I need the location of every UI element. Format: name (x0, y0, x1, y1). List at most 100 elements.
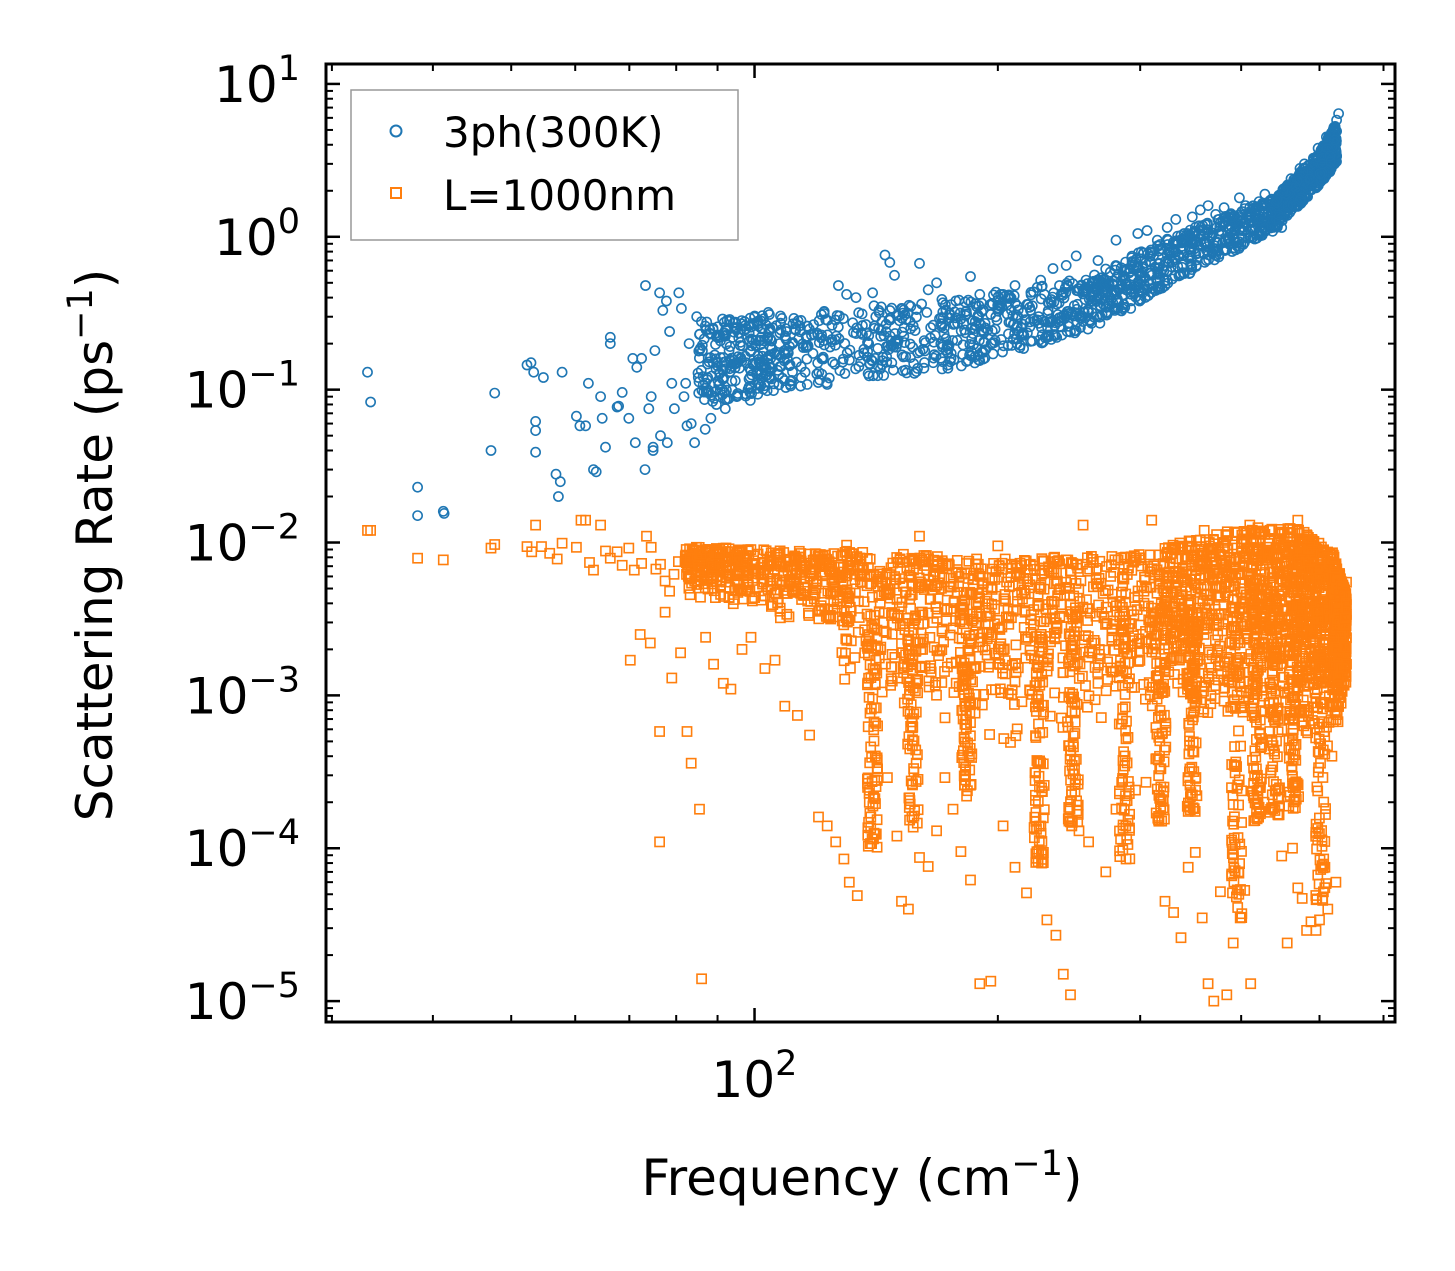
3ph-data-point (636, 352, 647, 364)
3ph-data-point (1084, 316, 1096, 328)
3ph-data-point (412, 481, 423, 493)
3ph-data-point (934, 313, 945, 324)
3ph-data-point (779, 375, 790, 386)
3ph-data-point (799, 366, 811, 378)
l1000-data-point (1095, 712, 1107, 723)
3ph-data-point (1264, 221, 1275, 233)
3ph-data-point (883, 344, 895, 355)
3ph-data-point (930, 350, 942, 362)
3ph-data-point (937, 297, 949, 309)
3ph-data-point (974, 288, 986, 300)
3ph-data-point (698, 386, 710, 398)
3ph-data-point (862, 368, 874, 379)
3ph-data-point (898, 351, 909, 363)
3ph-data-point (1276, 222, 1288, 233)
3ph-data-point (673, 287, 685, 299)
3ph-data-point (730, 322, 741, 333)
3ph-data-point (1104, 266, 1116, 278)
3ph-data-point (784, 359, 796, 370)
3ph-data-point (703, 356, 715, 368)
l1000-data-point (936, 677, 948, 688)
l1000-data-point (849, 652, 861, 663)
3ph-data-point (746, 369, 758, 381)
3ph-data-point (1253, 196, 1265, 207)
3ph-data-point (878, 330, 890, 342)
l1000-data-point (746, 595, 758, 607)
3ph-data-point (878, 369, 890, 381)
3ph-data-point (1125, 288, 1136, 300)
3ph-data-point (1144, 255, 1156, 267)
3ph-data-point (530, 425, 541, 436)
3ph-data-point (764, 323, 776, 334)
3ph-data-point (1202, 200, 1214, 211)
3ph-data-point (755, 315, 767, 327)
3ph-data-point (1230, 223, 1241, 235)
series-l-1000nm (362, 514, 1352, 1007)
l1000-data-point (868, 735, 880, 747)
3ph-data-point (922, 284, 934, 296)
3ph-data-point (1091, 296, 1102, 307)
3ph-data-point (987, 348, 999, 360)
3ph-data-point (1237, 231, 1248, 243)
3ph-data-point (647, 441, 659, 453)
3ph-data-point (955, 313, 967, 325)
3ph-data-point (997, 288, 1009, 300)
3ph-data-point (896, 302, 907, 314)
l1000-data-point (1035, 615, 1046, 627)
3ph-data-point (538, 372, 549, 383)
3ph-data-point (841, 288, 852, 300)
3ph-data-point (362, 366, 373, 378)
3ph-data-point (649, 345, 661, 356)
3ph-data-point (528, 366, 540, 378)
3ph-data-point (1036, 329, 1048, 341)
3ph-data-point (1002, 340, 1014, 351)
3ph-data-point (759, 380, 770, 392)
3ph-data-point (1224, 237, 1236, 249)
3ph-data-point (616, 386, 628, 398)
3ph-data-point (1321, 131, 1332, 143)
3ph-data-point (1070, 250, 1082, 262)
l1000-data-point (865, 741, 877, 753)
3ph-data-point (580, 420, 591, 432)
3ph-data-point (629, 437, 641, 449)
3ph-data-point (1331, 114, 1342, 126)
3ph-data-point (985, 309, 997, 320)
l1000-data-point (886, 648, 898, 660)
3ph-data-point (750, 334, 762, 346)
3ph-data-point (438, 508, 450, 519)
l1000-data-point (886, 661, 897, 673)
3ph-data-point (1026, 300, 1038, 312)
3ph-data-point (904, 338, 916, 350)
l1000-data-point (1083, 690, 1095, 702)
3ph-data-point (595, 391, 606, 402)
3ph-data-point (1151, 234, 1163, 246)
3ph-data-point (967, 328, 979, 339)
3ph-data-point (661, 437, 673, 449)
3ph-data-point (816, 309, 827, 320)
3ph-data-point (689, 437, 700, 449)
3ph-data-point (1185, 261, 1197, 273)
3ph-data-point (863, 330, 875, 341)
3ph-data-point (1170, 213, 1182, 225)
3ph-data-point (590, 466, 602, 478)
3ph-data-point (912, 347, 924, 359)
l1000-data-point (960, 558, 972, 569)
3ph-data-point (1055, 315, 1067, 326)
3ph-data-point (583, 377, 594, 389)
3ph-data-point (680, 377, 692, 389)
3ph-data-point (973, 311, 984, 323)
3ph-data-point (1178, 228, 1190, 239)
3ph-data-point (776, 312, 788, 324)
3ph-data-point (1256, 214, 1268, 226)
3ph-data-point (1241, 214, 1252, 225)
3ph-data-point (899, 337, 910, 348)
3ph-data-point (740, 357, 752, 369)
3ph-data-point (613, 400, 624, 412)
3ph-data-point (596, 412, 608, 424)
3ph-data-point (965, 271, 976, 282)
3ph-data-point (1231, 240, 1243, 252)
3ph-data-point (813, 366, 825, 378)
3ph-data-point (710, 338, 721, 350)
3ph-data-point (841, 347, 853, 359)
3ph-data-point (1017, 307, 1029, 319)
